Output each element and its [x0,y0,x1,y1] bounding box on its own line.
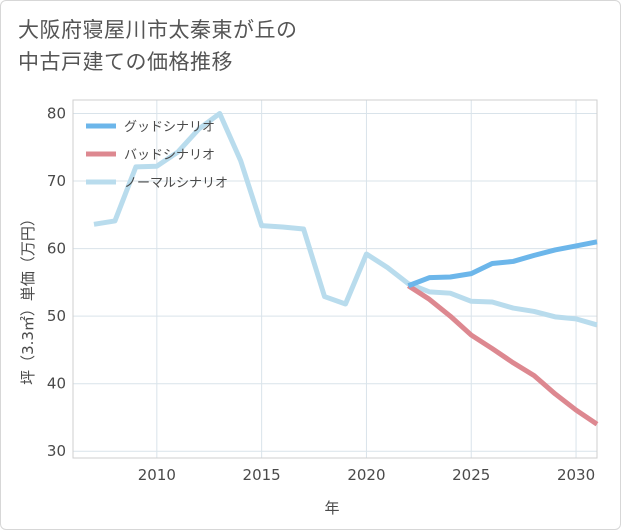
series-line-normal-scenario [93,111,598,328]
y-tick-label-50: 50 [47,307,66,325]
plot-area-border [72,99,598,459]
x-tick-label-2010: 2010 [138,466,176,484]
chart-title-line-1: 大阪府寝屋川市太秦東が丘の [18,18,298,42]
y-tick-label-70: 70 [47,172,66,190]
series-lines [93,111,599,427]
chart-title: 大阪府寝屋川市太秦東が丘の 中古戸建ての価格推移 [18,14,578,78]
legend-label-bad-scenario: バッドシナリオ [124,148,215,163]
x-axis-ticks: 2010 2015 2020 2025 2030 [138,466,595,484]
legend-label-good-scenario: グッドシナリオ [124,120,215,135]
x-axis-title: 年 [324,499,339,517]
grid [73,100,597,458]
y-axis-ticks: 30 40 50 60 70 80 [47,105,66,461]
x-tick-label-2020: 2020 [347,466,385,484]
y-tick-label-40: 40 [47,375,66,393]
series-line-bad-scenario [407,283,599,427]
legend-label-normal-scenario: ノーマルシナリオ [124,176,228,191]
x-tick-label-2015: 2015 [243,466,281,484]
x-tick-label-2025: 2025 [452,466,490,484]
y-tick-label-30: 30 [47,442,66,460]
series-line-good-scenario [407,239,598,289]
y-tick-label-60: 60 [47,240,66,258]
y-axis-title: 坪（3.3㎡）単価（万円） [19,211,37,385]
chart-title-line-2: 中古戸建ての価格推移 [18,50,233,74]
x-tick-label-2030: 2030 [557,466,595,484]
y-tick-label-80: 80 [47,105,66,123]
